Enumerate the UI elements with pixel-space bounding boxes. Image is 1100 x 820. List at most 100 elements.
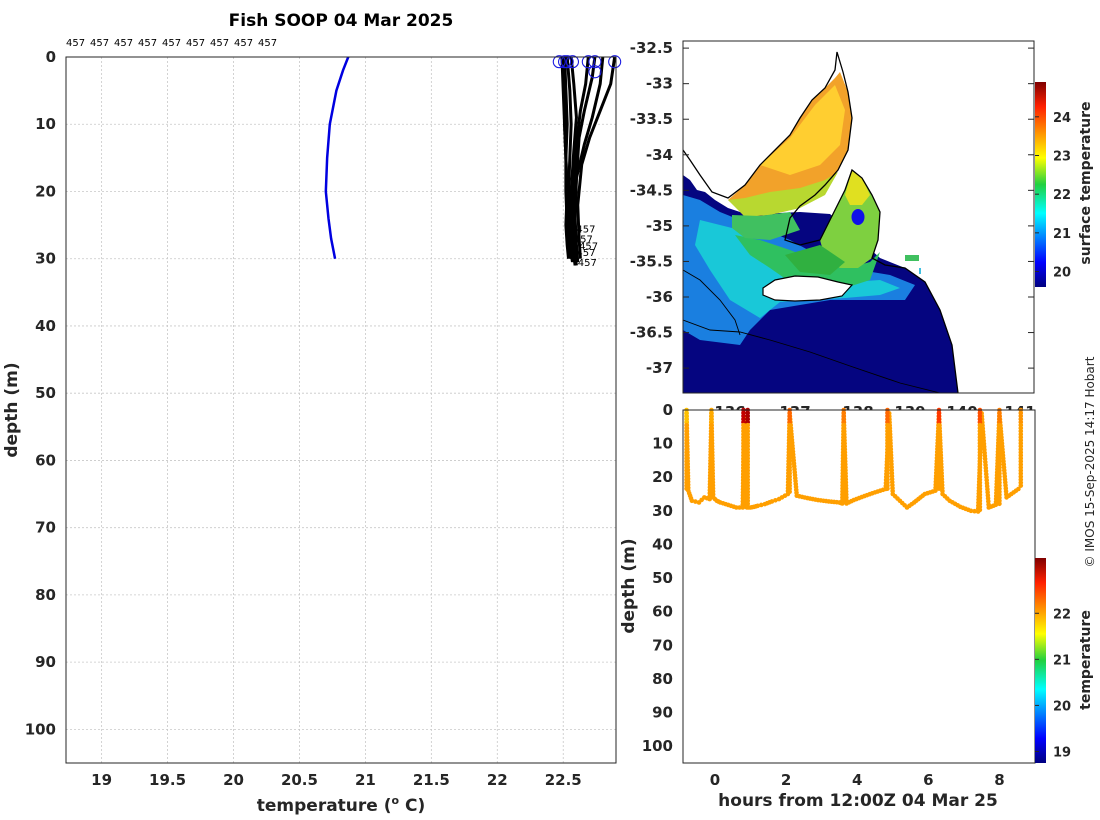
profile-line: [576, 56, 617, 259]
gulf-st-vincent-head: [845, 170, 870, 205]
sst-map-lat-tick: -34: [646, 146, 673, 164]
profile-line: [572, 56, 605, 263]
profile-top-label: 457: [162, 38, 181, 49]
depth-time-track: [684, 407, 1024, 514]
inland-lake: [905, 255, 919, 261]
profile-top-label: 457: [234, 38, 253, 49]
depth-time-cast-point: [684, 486, 689, 491]
spencer-gulf-mouth: [728, 172, 838, 217]
sst-map-lat-tick-labels: -32.5 -33 -33.5 -34 -34.5 -35 -35.5 -36 -36.5 -37: [630, 39, 1034, 377]
depth-time-point: [737, 505, 742, 510]
profile-start-circle: [588, 55, 602, 69]
depth-time-x-tick: 8: [994, 771, 1004, 789]
sst-colorbar-tick: 24: [1053, 111, 1071, 126]
depth-time-x-tick-labels: 0 2 4 6 8: [710, 771, 1005, 789]
sst-map-lat-tick: -36.5: [630, 324, 673, 342]
depth-time-y-tick: 50: [652, 569, 673, 587]
figure-title: Fish SOOP 04 Mar 2025: [229, 11, 454, 31]
depth-time-y-tick: 30: [652, 502, 673, 520]
sst-colorbar-label: surface temperature: [1078, 101, 1094, 264]
sst-map-lat-tick: -32.5: [630, 39, 673, 57]
credit-text: © IMOS 15-Sep-2025 14:17 Hobart: [1083, 356, 1097, 567]
profile-end-label: 457: [576, 224, 595, 235]
depth-time-cast-point: [787, 489, 792, 494]
profile-top-label: 457: [114, 38, 133, 49]
profile-start-circle: [560, 55, 574, 69]
depth-time-point: [1016, 486, 1021, 492]
profile-x-tick: 19: [91, 771, 112, 789]
profile-x-tick: 20.5: [281, 771, 318, 789]
temperature-colorbar-ticks: 19 20 21 22: [1035, 607, 1071, 760]
depth-time-point: [693, 499, 698, 504]
temperature-colorbar-tick: 20: [1053, 699, 1071, 714]
depth-time-point: [968, 508, 974, 514]
depth-time-point: [755, 503, 760, 509]
depth-time-y-tick: 20: [652, 468, 673, 486]
depth-time-y-tick: 10: [652, 435, 673, 453]
profile-x-tick-labels: 19 19.5 20 20.5 21 21.5 22 22.5: [91, 771, 582, 789]
profile-y-tick: 40: [35, 317, 56, 335]
depth-time-cast-point: [977, 507, 983, 513]
profile-y-tick: 30: [35, 250, 56, 268]
depth-time-x-axis-label: hours from 12:00Z 04 Mar 25: [718, 791, 998, 811]
profile-y-tick: 20: [35, 182, 56, 200]
sst-map-area: [683, 41, 1034, 393]
profile-top-label: 457: [138, 38, 157, 49]
profile-y-axis-label: depth (m): [2, 362, 22, 457]
temperature-colorbar-label: temperature: [1078, 610, 1094, 710]
depth-time-y-tick: 80: [652, 670, 673, 688]
depth-time-cast-point: [841, 498, 847, 504]
vessel-position-marker: [851, 209, 865, 225]
depth-time-cast-point: [885, 486, 890, 491]
profile-y-tick: 80: [35, 586, 56, 604]
profile-end-label: 457: [574, 235, 593, 246]
profile-x-tick: 20: [223, 771, 244, 789]
depth-time-cast-point: [936, 486, 942, 491]
sst-colorbar-tick: 23: [1053, 149, 1071, 164]
profile-end-label: 457: [579, 241, 598, 252]
depth-time-plot-area: [683, 410, 1035, 763]
depth-time-cast-point: [997, 501, 1002, 507]
depth-time-cast-point: [741, 504, 746, 510]
depth-time-y-tick: 40: [652, 535, 673, 553]
profile-y-tick: 60: [35, 451, 56, 469]
profile-gridlines: [66, 56, 616, 763]
depth-time-y-axis-label: depth (m): [619, 538, 639, 633]
depth-time-y-tick: 90: [652, 704, 673, 722]
bathymetry-line-2: [683, 269, 741, 336]
temperature-colorbar-tick: 22: [1053, 607, 1071, 622]
profile-y-tick: 0: [46, 48, 56, 66]
profile-y-tick: 70: [35, 519, 56, 537]
depth-time-y-tick: 100: [642, 737, 673, 755]
sst-map-lat-tick: -35: [646, 217, 673, 235]
profile-top-label: 457: [66, 38, 85, 49]
bathymetry-line-1: [683, 319, 941, 393]
profile-end-label: 457: [578, 258, 597, 269]
kangaroo-island: [762, 275, 854, 302]
coastline: [683, 51, 959, 393]
profile-y-tick-labels: 0 10 20 30 40 50 60 70 80 90 100: [25, 48, 56, 738]
sst-map-lat-tick: -33.5: [630, 110, 673, 128]
depth-time-x-tick: 4: [852, 771, 862, 789]
sst-map-panel: -32.5 -33 -33.5 -34 -34.5 -35 -35.5 -36 -36.5 -37…: [630, 39, 1094, 421]
profile-start-circle: [552, 55, 566, 69]
profile-start-circle: [608, 55, 622, 69]
profile-x-axis-label: temperature (o C): [257, 794, 426, 816]
sst-map-axis-box: [682, 40, 1035, 394]
sst-colorbar: [1035, 82, 1046, 287]
depth-time-cast-point: [709, 492, 714, 498]
sst-map-lat-tick: -33: [646, 75, 673, 93]
profile-top-label: 457: [186, 38, 205, 49]
profile-start-circle: [565, 55, 580, 69]
depth-time-point: [972, 508, 977, 514]
profile-x-tick: 22.5: [545, 771, 582, 789]
temperature-colorbar: [1035, 558, 1046, 763]
profile-panel: 19 19.5 20 20.5 21 21.5 22 22.5 0 10 20 30 40 50 60 70…: [2, 38, 622, 816]
depth-time-point: [689, 498, 695, 504]
depth-time-point: [773, 497, 778, 503]
profile-top-label: 457: [210, 38, 229, 49]
depth-time-y-tick: 70: [652, 636, 673, 654]
sst-colorbar-tick: 21: [1053, 227, 1071, 242]
sst-map-lat-tick: -36: [646, 288, 673, 306]
